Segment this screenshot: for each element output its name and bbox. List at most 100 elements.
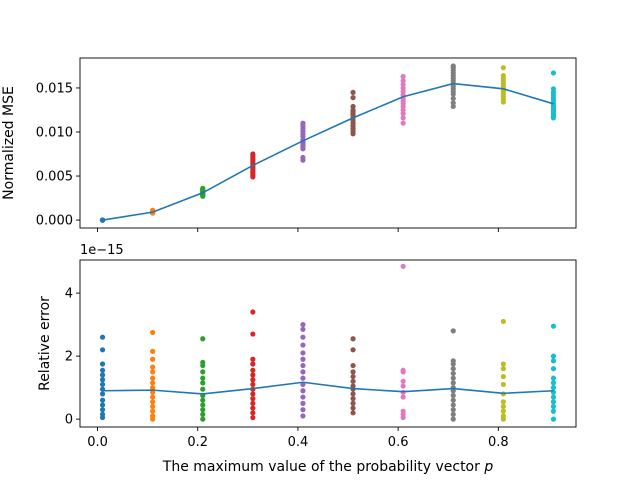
- point-top-6-13: [400, 73, 406, 80]
- ytick-label-top-2: 0.010: [36, 125, 73, 140]
- xtick-label-bottom-0: 0.0: [87, 435, 108, 450]
- point-bottom-5-9: [350, 369, 356, 375]
- point-bottom-3-8: [250, 377, 256, 383]
- point-top-9-14: [550, 70, 557, 76]
- point-bottom-3-14: [250, 309, 256, 315]
- point-bottom-9-6: [550, 385, 557, 391]
- point-bottom-0-13: [99, 334, 106, 340]
- point-top-6-0: [400, 120, 406, 126]
- point-bottom-4-13: [300, 326, 306, 332]
- point-bottom-1-13: [150, 348, 156, 354]
- point-top-7-1: [450, 100, 456, 106]
- point-bottom-5-11: [350, 347, 356, 353]
- point-bottom-2-1: [200, 411, 206, 417]
- point-bottom-8-6: [500, 381, 506, 388]
- point-top-4-1: [300, 154, 306, 161]
- xtick-label-bottom-4: 0.8: [488, 435, 509, 450]
- point-bottom-9-7: [550, 380, 557, 386]
- point-bottom-9-8: [550, 375, 557, 381]
- point-top-9-13: [550, 86, 557, 92]
- xtick-label-bottom-1: 0.2: [187, 435, 208, 450]
- point-bottom-8-1: [500, 413, 506, 419]
- point-bottom-4-9: [300, 356, 306, 362]
- point-bottom-4-6: [300, 375, 306, 381]
- point-bottom-0-4: [99, 397, 106, 403]
- point-top-2-11: [200, 185, 206, 191]
- point-bottom-3-10: [250, 367, 256, 373]
- point-bottom-1-14: [150, 329, 156, 336]
- point-bottom-2-11: [200, 359, 206, 366]
- point-bottom-3-5: [250, 391, 256, 397]
- point-bottom-3-0: [250, 414, 256, 421]
- point-bottom-2-8: [200, 375, 206, 381]
- point-bottom-0-3: [99, 402, 106, 408]
- point-bottom-3-9: [250, 372, 256, 378]
- point-bottom-4-1: [300, 407, 306, 413]
- point-top-6-12: [400, 78, 406, 84]
- point-bottom-0-9: [99, 372, 106, 378]
- point-top-6-1: [400, 115, 406, 121]
- point-bottom-4-8: [300, 362, 306, 369]
- point-bottom-7-14: [450, 328, 456, 334]
- subplot-top: 0.000 0.005 0.010 0.015 Normalized MSE: [1, 57, 577, 232]
- point-bottom-2-6: [200, 386, 206, 392]
- ytick-label-top-1: 0.005: [36, 170, 73, 185]
- point-bottom-1-12: [150, 356, 156, 362]
- point-bottom-8-9: [500, 361, 506, 367]
- point-bottom-1-6: [150, 389, 156, 395]
- point-bottom-7-4: [450, 397, 456, 403]
- point-bottom-0-1: [99, 411, 106, 417]
- point-bottom-6-8: [400, 367, 406, 373]
- point-bottom-2-3: [200, 402, 206, 408]
- point-bottom-7-11: [450, 366, 456, 372]
- ylabel-bottom: Relative error: [37, 296, 53, 391]
- point-bottom-5-1: [350, 405, 356, 411]
- axes-frame-top: [79, 57, 577, 229]
- point-bottom-1-8: [150, 380, 156, 386]
- ytick-label-bottom-2: 4: [65, 287, 73, 302]
- point-top-4-13: [300, 120, 306, 126]
- point-bottom-9-1: [550, 408, 557, 414]
- point-bottom-5-2: [350, 400, 356, 406]
- point-bottom-2-2: [200, 407, 206, 413]
- ylabel-top: Normalized MSE: [1, 86, 17, 200]
- point-bottom-1-11: [150, 364, 156, 370]
- point-bottom-6-9: [400, 263, 406, 269]
- point-bottom-0-10: [99, 367, 106, 373]
- ytick-label-bottom-1: 2: [65, 350, 73, 365]
- point-top-5-11: [350, 103, 356, 110]
- point-bottom-3-4: [250, 396, 256, 402]
- point-bottom-9-9: [550, 366, 557, 372]
- point-bottom-4-4: [300, 388, 306, 394]
- point-bottom-1-7: [150, 385, 156, 391]
- point-bottom-1-5: [150, 394, 156, 400]
- point-bottom-1-3: [150, 403, 156, 410]
- point-bottom-4-2: [300, 400, 306, 406]
- point-bottom-4-10: [300, 350, 306, 356]
- point-bottom-9-12: [550, 323, 557, 329]
- point-bottom-0-7: [99, 381, 106, 388]
- mean-line-top: [102, 82, 554, 221]
- point-bottom-6-2: [400, 408, 406, 414]
- point-bottom-0-12: [99, 347, 106, 353]
- point-top-7-2: [450, 95, 456, 102]
- point-bottom-7-8: [450, 380, 456, 386]
- point-bottom-3-7: [250, 381, 256, 388]
- point-bottom-9-4: [550, 394, 557, 400]
- point-top-5-12: [350, 95, 356, 101]
- xtick-label-bottom-2: 0.4: [288, 435, 309, 450]
- point-bottom-5-10: [350, 362, 356, 369]
- point-bottom-0-2: [99, 407, 106, 413]
- point-bottom-9-0: [550, 416, 557, 422]
- ytick-label-top-3: 0.015: [36, 81, 73, 96]
- point-bottom-4-3: [300, 394, 306, 400]
- point-bottom-2-4: [200, 397, 206, 403]
- point-bottom-2-9: [200, 369, 206, 375]
- point-bottom-5-3: [350, 396, 356, 402]
- point-bottom-7-1: [450, 411, 456, 417]
- point-bottom-7-3: [450, 402, 456, 408]
- point-bottom-3-11: [250, 361, 256, 367]
- point-bottom-5-12: [350, 336, 356, 342]
